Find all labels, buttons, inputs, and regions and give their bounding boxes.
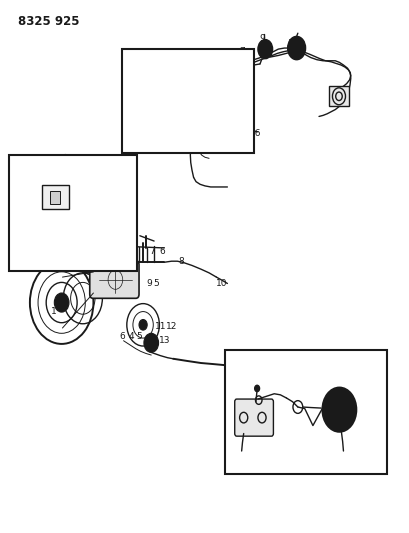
Bar bbox=[328, 86, 348, 107]
Circle shape bbox=[287, 36, 305, 60]
Text: 9: 9 bbox=[258, 34, 264, 43]
Text: 6: 6 bbox=[126, 258, 132, 266]
Text: 4: 4 bbox=[128, 332, 133, 341]
Circle shape bbox=[321, 387, 355, 432]
Text: 5: 5 bbox=[153, 279, 159, 288]
FancyBboxPatch shape bbox=[90, 261, 139, 298]
Circle shape bbox=[333, 402, 344, 417]
Circle shape bbox=[63, 155, 67, 161]
Circle shape bbox=[54, 293, 69, 312]
Text: 10: 10 bbox=[215, 279, 227, 288]
Text: 8325 925: 8325 925 bbox=[18, 15, 79, 28]
Text: 18: 18 bbox=[335, 449, 346, 458]
Text: 5: 5 bbox=[117, 258, 123, 266]
Text: 19: 19 bbox=[68, 198, 79, 207]
Text: 10: 10 bbox=[217, 123, 229, 132]
Text: 11: 11 bbox=[335, 96, 346, 106]
Bar bbox=[50, 191, 60, 204]
Text: 9: 9 bbox=[146, 279, 151, 288]
Text: 19: 19 bbox=[235, 372, 247, 381]
Text: 14: 14 bbox=[19, 175, 31, 184]
Text: 1: 1 bbox=[224, 61, 230, 69]
Text: 18: 18 bbox=[227, 354, 239, 364]
Text: 7: 7 bbox=[238, 47, 244, 56]
Text: 15: 15 bbox=[152, 140, 164, 149]
Circle shape bbox=[257, 39, 272, 59]
Text: 11: 11 bbox=[155, 322, 166, 332]
Text: 8: 8 bbox=[178, 257, 184, 265]
Text: 6: 6 bbox=[119, 332, 125, 341]
Text: 2: 2 bbox=[67, 259, 72, 268]
Text: 18: 18 bbox=[227, 449, 239, 458]
Text: 19: 19 bbox=[305, 372, 317, 381]
Text: 16: 16 bbox=[249, 130, 261, 139]
Text: 5: 5 bbox=[136, 332, 142, 341]
Text: 15: 15 bbox=[240, 108, 252, 117]
Bar bbox=[9, 155, 137, 271]
Circle shape bbox=[254, 385, 259, 392]
Bar bbox=[224, 350, 387, 474]
Text: 6: 6 bbox=[110, 258, 116, 266]
Text: 6: 6 bbox=[94, 258, 100, 266]
FancyBboxPatch shape bbox=[234, 399, 273, 436]
Text: 6: 6 bbox=[159, 247, 165, 256]
Text: 13: 13 bbox=[158, 336, 170, 345]
Circle shape bbox=[144, 333, 158, 352]
Text: 1: 1 bbox=[51, 307, 57, 316]
Circle shape bbox=[245, 49, 253, 60]
Text: 5: 5 bbox=[85, 254, 90, 263]
Text: 3: 3 bbox=[102, 258, 108, 266]
Bar bbox=[121, 49, 253, 152]
Circle shape bbox=[139, 319, 147, 330]
Text: 20: 20 bbox=[266, 360, 277, 369]
Text: 13: 13 bbox=[333, 378, 344, 387]
Text: 7: 7 bbox=[149, 247, 155, 256]
Text: 17: 17 bbox=[182, 140, 194, 149]
Bar bbox=[42, 185, 68, 209]
Text: 18: 18 bbox=[74, 161, 85, 170]
Text: 14: 14 bbox=[288, 39, 299, 49]
Text: 12: 12 bbox=[166, 322, 177, 332]
